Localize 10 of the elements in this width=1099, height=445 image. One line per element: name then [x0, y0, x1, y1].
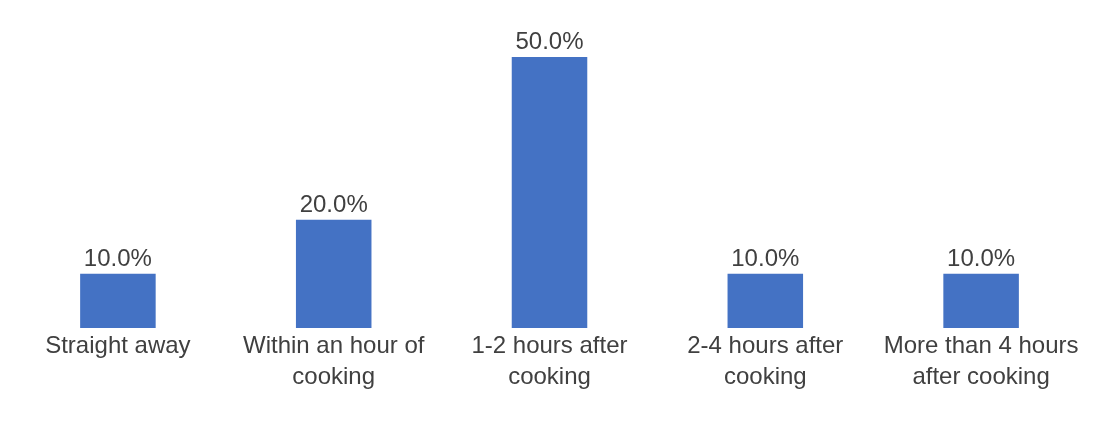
data-label: 10.0% [83, 243, 152, 271]
data-label: 10.0% [731, 243, 800, 271]
data-label: 10.0% [947, 243, 1016, 271]
x-tick-label: Within an hour of cooking [242, 331, 425, 390]
data-label: 20.0% [299, 189, 368, 217]
x-tick-label: Straight away [45, 331, 191, 358]
x-tick-label: 2-4 hours after cooking [687, 331, 844, 390]
x-tick-label: More than 4 hours after cooking [883, 331, 1079, 390]
data-label: 50.0% [515, 27, 584, 55]
x-tick-label: 1-2 hours after cooking [471, 331, 628, 390]
